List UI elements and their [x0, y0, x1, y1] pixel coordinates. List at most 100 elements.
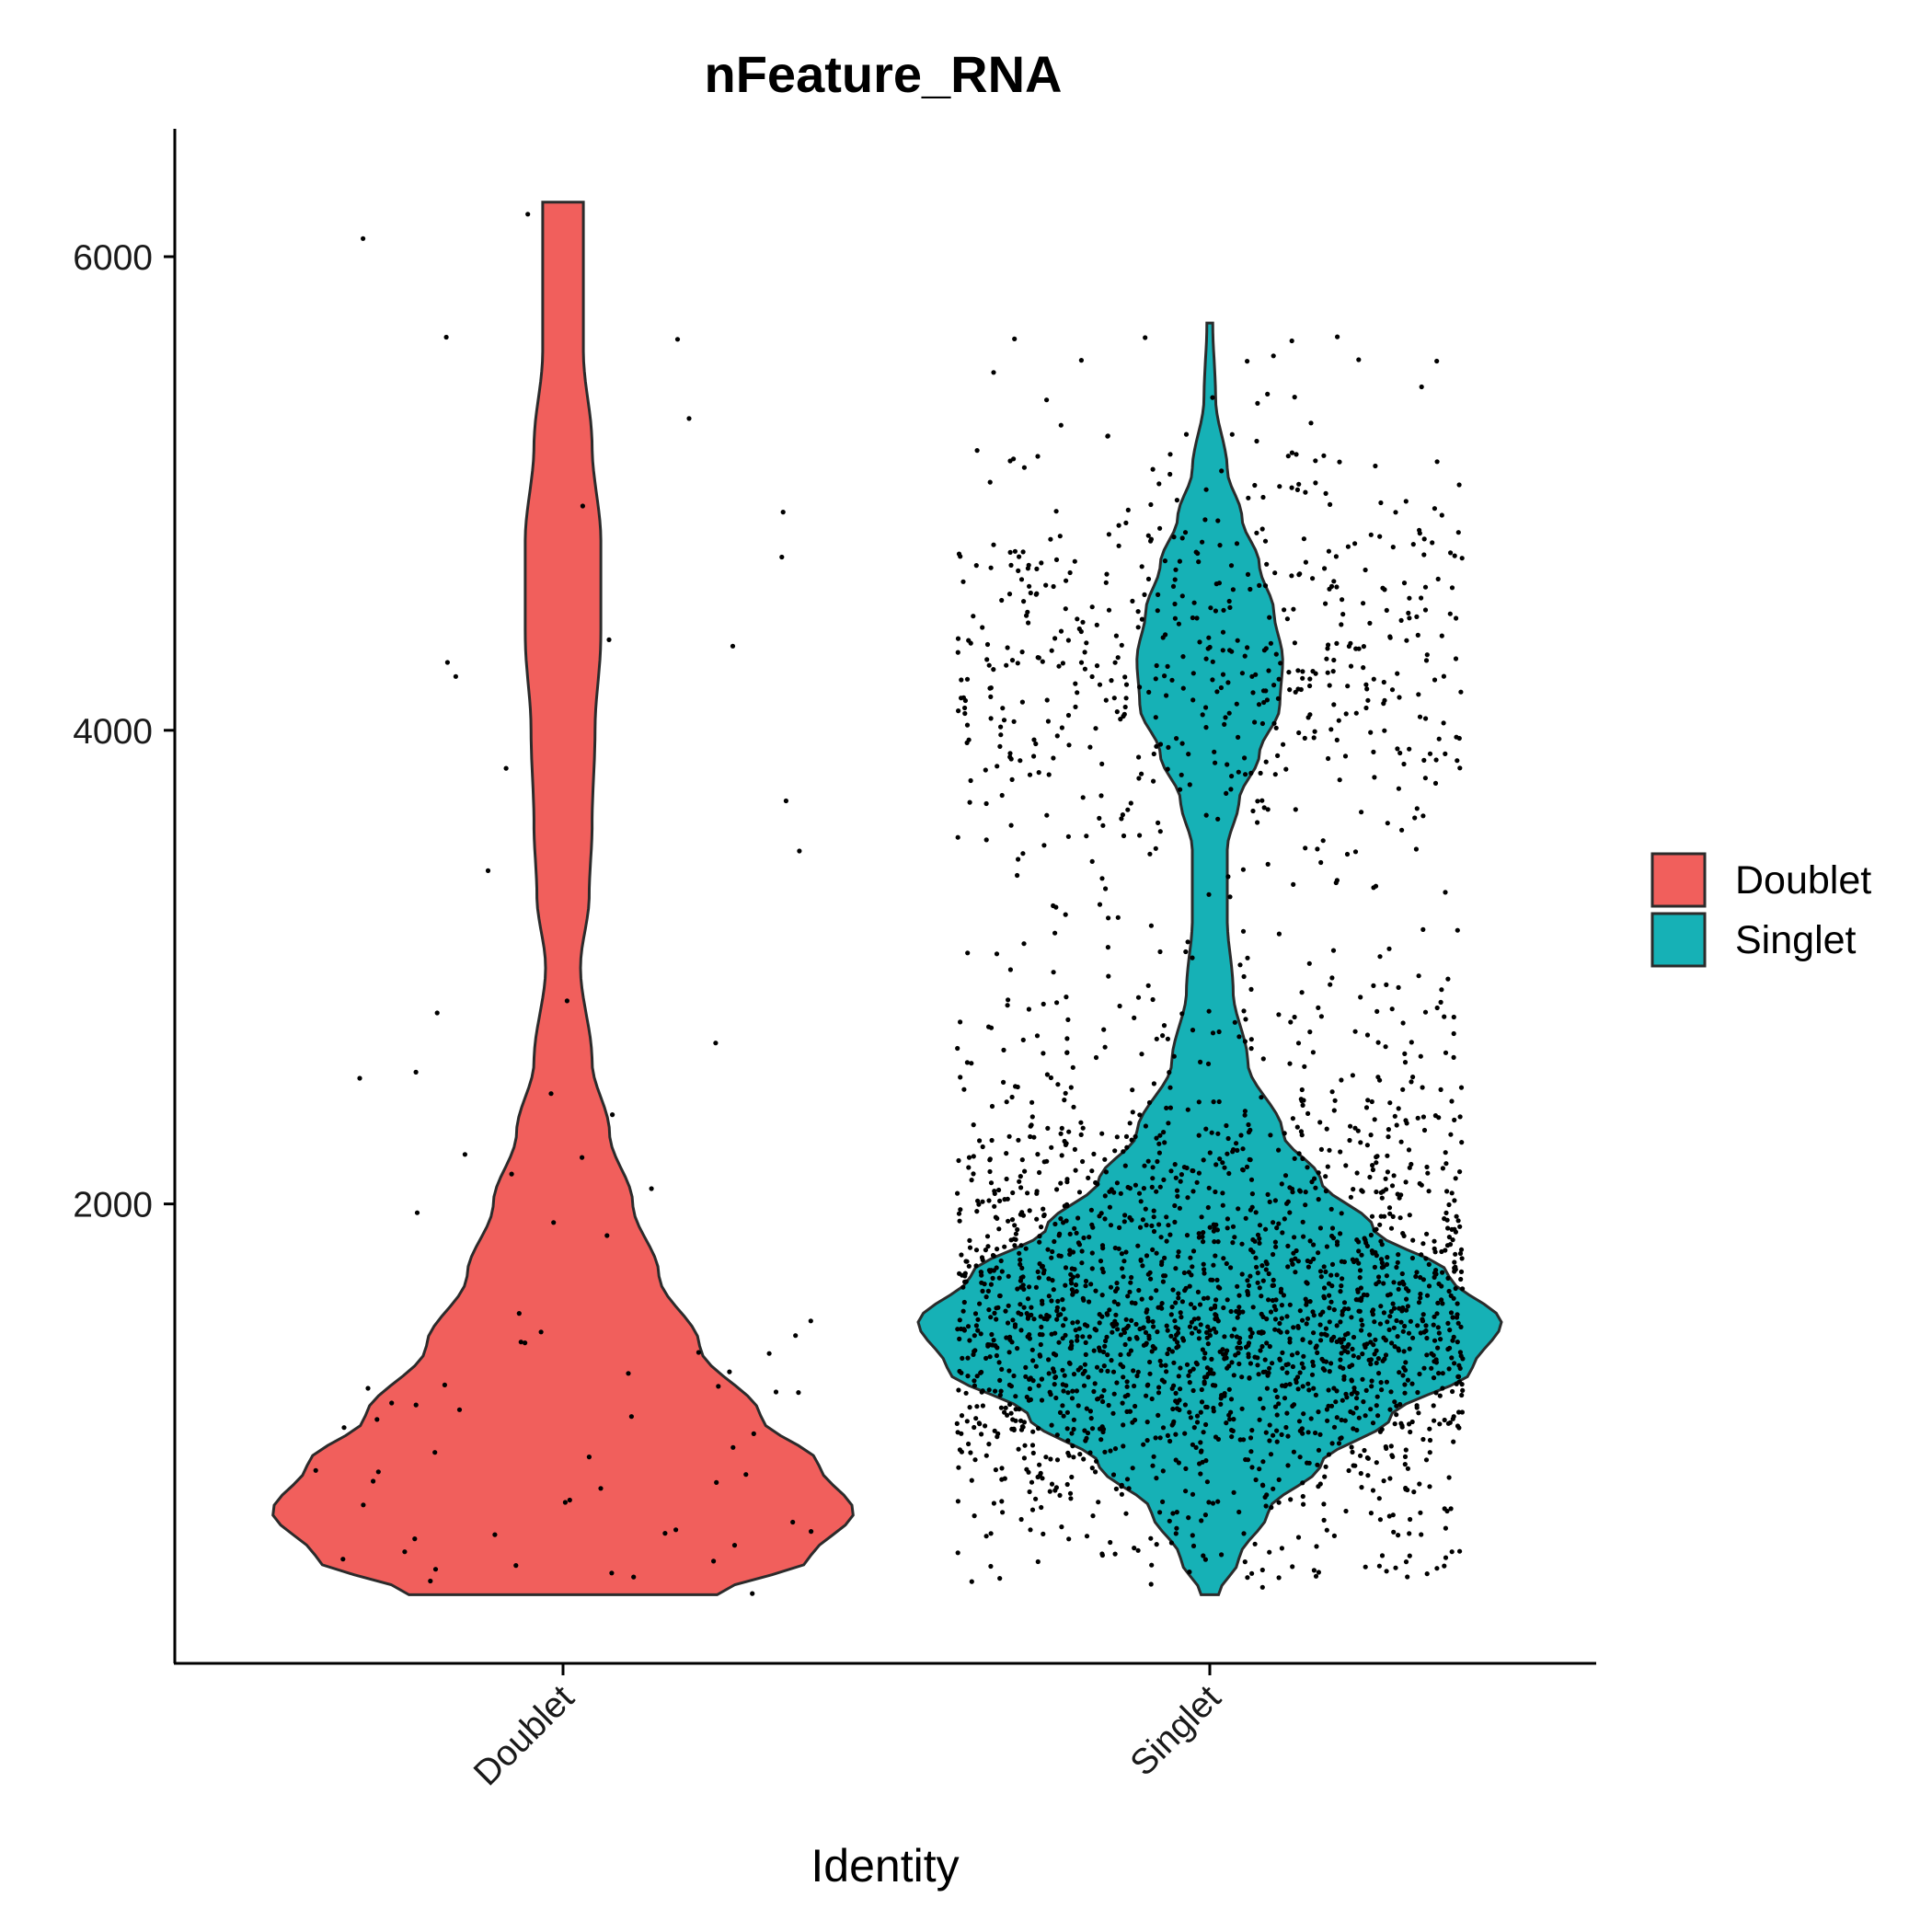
data-point — [1235, 1147, 1240, 1153]
data-point — [1310, 1363, 1317, 1368]
data-point — [1100, 822, 1106, 828]
data-point — [1446, 1288, 1452, 1294]
data-point — [1093, 726, 1098, 731]
data-point — [1075, 1334, 1080, 1340]
data-point — [713, 1041, 719, 1046]
data-point — [1307, 1340, 1313, 1345]
data-point — [968, 1450, 973, 1455]
data-point — [1051, 583, 1056, 590]
data-point — [1246, 1130, 1252, 1135]
data-point — [995, 1431, 1001, 1436]
data-point — [1123, 1133, 1130, 1139]
data-point — [1019, 1210, 1025, 1215]
data-point — [1289, 338, 1294, 344]
data-point — [1285, 454, 1291, 459]
data-point — [1190, 1543, 1197, 1548]
data-point — [1236, 1308, 1242, 1315]
data-point — [1242, 653, 1248, 659]
data-point — [1383, 1044, 1388, 1050]
data-point — [1190, 1442, 1195, 1447]
data-point — [1405, 1304, 1410, 1309]
data-point — [1424, 1571, 1430, 1577]
data-point — [1401, 1233, 1407, 1238]
data-point — [982, 1282, 987, 1287]
data-point — [1196, 1170, 1202, 1176]
data-point — [1198, 1449, 1204, 1455]
data-point — [1272, 1387, 1278, 1393]
data-point — [1186, 1515, 1191, 1521]
data-point — [956, 708, 961, 714]
data-point — [1044, 1158, 1050, 1164]
data-point — [1187, 1409, 1192, 1415]
data-point — [1018, 1311, 1024, 1317]
data-point — [1020, 549, 1026, 555]
data-point — [1272, 570, 1278, 576]
data-point — [1358, 1470, 1363, 1477]
data-point — [1287, 1336, 1293, 1341]
data-point — [1136, 1287, 1142, 1294]
data-point — [1065, 834, 1071, 839]
data-point — [1399, 1271, 1405, 1277]
data-point — [766, 1351, 772, 1356]
data-point — [1150, 1343, 1156, 1350]
data-point — [1409, 1255, 1415, 1261]
data-point — [1248, 986, 1254, 992]
data-point — [994, 1352, 999, 1359]
data-point — [1052, 1238, 1057, 1245]
data-point — [1326, 1403, 1331, 1409]
data-point — [1065, 1390, 1071, 1396]
data-point — [513, 1563, 519, 1569]
data-point — [1403, 1118, 1409, 1123]
data-point — [1103, 580, 1109, 585]
data-point — [1327, 1293, 1332, 1298]
data-point — [1387, 635, 1393, 640]
data-point — [1449, 1355, 1455, 1361]
data-point — [1220, 672, 1226, 677]
data-point — [966, 1441, 972, 1447]
data-point — [1075, 1319, 1080, 1325]
data-point — [1037, 1352, 1042, 1358]
data-point — [1372, 1319, 1377, 1325]
data-point — [1308, 420, 1314, 426]
data-point — [1004, 1099, 1009, 1105]
data-point — [1297, 1188, 1303, 1193]
data-point — [1292, 395, 1297, 400]
data-point — [1268, 1133, 1273, 1138]
data-point — [1046, 1371, 1052, 1376]
data-point — [313, 1467, 318, 1473]
data-point — [1397, 750, 1403, 756]
data-point — [1035, 1269, 1041, 1274]
data-point — [1387, 1314, 1393, 1319]
data-point — [1070, 1064, 1075, 1070]
data-point — [1257, 1223, 1263, 1228]
data-point — [1347, 1137, 1352, 1144]
data-point — [1388, 1443, 1394, 1449]
data-point — [1246, 1282, 1252, 1288]
data-point — [1258, 1396, 1263, 1402]
data-point — [1318, 1146, 1324, 1152]
data-point — [1127, 1214, 1133, 1221]
data-point — [1414, 1405, 1420, 1410]
data-point — [432, 1450, 438, 1455]
data-point — [1007, 754, 1013, 760]
data-point — [1018, 1328, 1024, 1333]
data-point — [1075, 1215, 1081, 1221]
data-point — [1215, 518, 1221, 523]
data-point — [1423, 716, 1429, 721]
data-point — [1432, 1238, 1437, 1244]
data-point — [1289, 1258, 1294, 1263]
data-point — [402, 1549, 408, 1555]
data-point — [1167, 1518, 1172, 1524]
data-point — [1059, 1125, 1064, 1131]
data-point — [1248, 1046, 1254, 1052]
data-point — [1190, 1491, 1196, 1497]
data-point — [1164, 693, 1169, 698]
data-point — [1301, 1365, 1306, 1371]
data-point — [673, 1527, 679, 1533]
data-point — [1196, 1133, 1202, 1138]
data-point — [1349, 1444, 1354, 1450]
data-point — [1264, 1340, 1270, 1346]
data-point — [1255, 400, 1260, 406]
data-point — [1275, 696, 1281, 701]
data-point — [1106, 1402, 1111, 1409]
